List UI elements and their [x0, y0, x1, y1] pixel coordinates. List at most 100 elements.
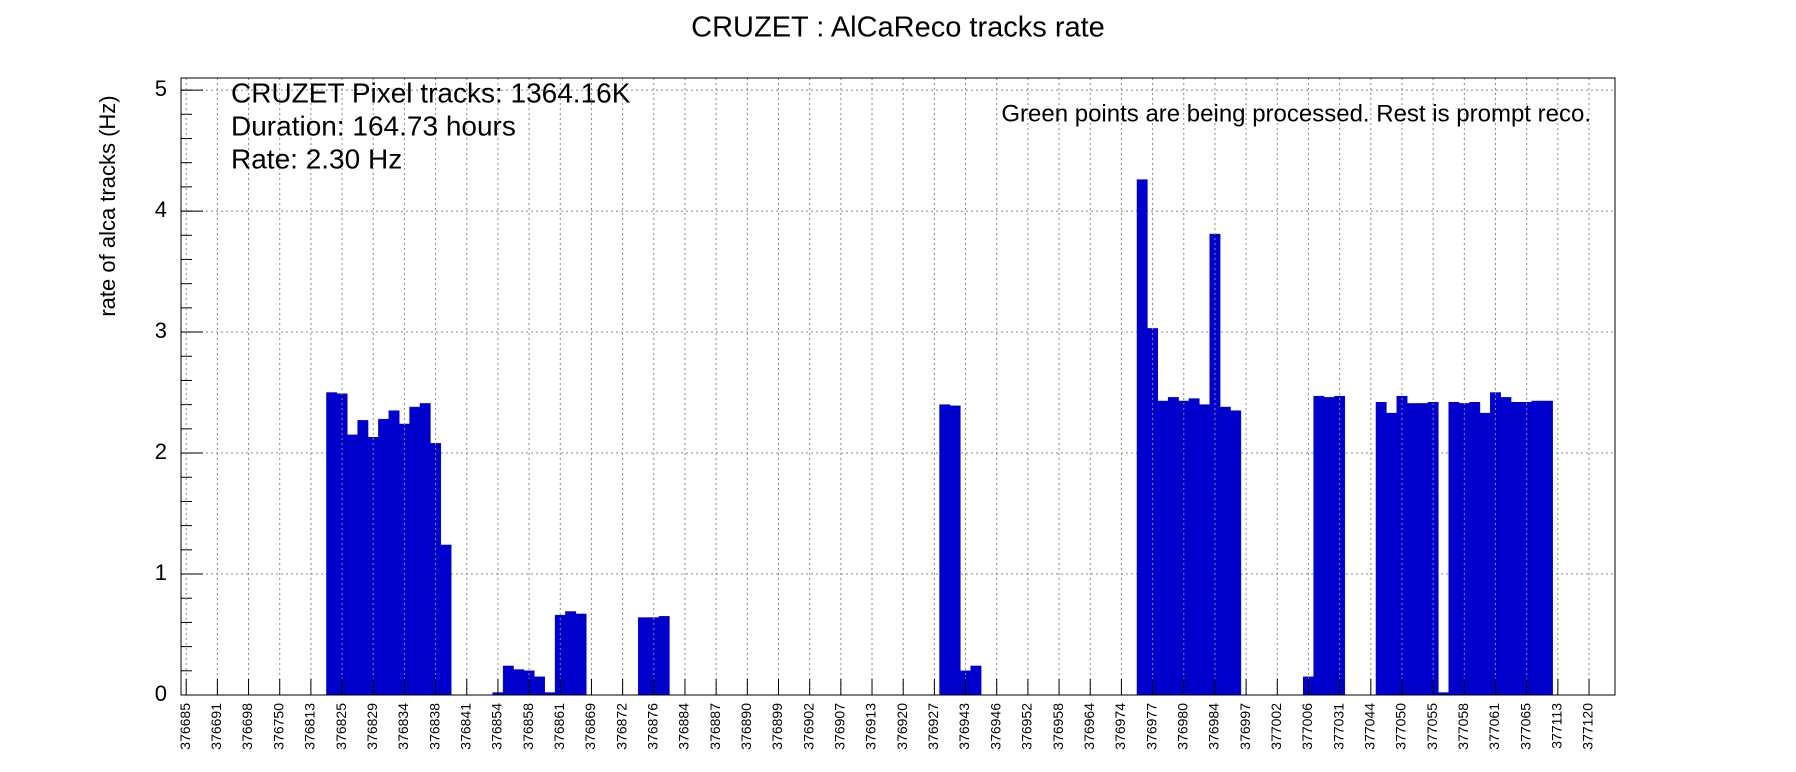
bar [419, 403, 431, 696]
x-tick-label: 376838 [426, 703, 442, 750]
bar [637, 617, 649, 696]
x-tick-label: 376943 [956, 703, 972, 750]
x-tick-label: 377120 [1580, 703, 1596, 750]
x-tick-label: 376884 [676, 703, 692, 750]
x-tick-label: 377050 [1393, 703, 1409, 750]
bar [1469, 401, 1481, 696]
x-tick-label: 376825 [333, 703, 349, 750]
bar [1396, 395, 1408, 696]
x-tick-label: 376946 [987, 703, 1003, 750]
x-tick-label: 376841 [457, 703, 473, 750]
bar [378, 418, 390, 696]
x-tick-label: 377031 [1330, 703, 1346, 750]
bar [1417, 403, 1429, 696]
y-tick-label: 4 [155, 197, 167, 222]
x-tick-label: 377058 [1455, 703, 1471, 750]
x-tick-label: 376927 [925, 703, 941, 750]
bar [1219, 406, 1231, 696]
x-tick-label: 377065 [1517, 703, 1533, 750]
x-tick-label: 376854 [489, 703, 505, 750]
bar [1334, 395, 1346, 696]
note-text: Green points are being processed. Rest i… [1001, 100, 1591, 127]
bar [1136, 179, 1148, 696]
bar [367, 437, 379, 696]
bar [970, 665, 982, 696]
x-tick-label: 376958 [1050, 703, 1066, 750]
x-tick-label: 376952 [1019, 703, 1035, 750]
bar [1531, 400, 1543, 696]
x-tick-label: 376980 [1174, 703, 1190, 750]
bar [565, 611, 577, 696]
chart-title: CRUZET : AlCaReco tracks rate [691, 12, 1105, 44]
bar [1199, 404, 1210, 696]
x-tick-label: 376984 [1206, 703, 1222, 750]
x-tick-label: 376902 [800, 703, 816, 750]
bar [347, 434, 358, 696]
stats-text: Rate: 2.30 Hz [231, 143, 402, 174]
bar [534, 676, 545, 696]
y-axis-label: rate of alca tracks (Hz) [95, 95, 120, 316]
y-tick-label: 1 [155, 560, 167, 585]
x-tick-label: 376899 [769, 703, 785, 750]
bar [409, 406, 421, 696]
x-tick-label: 376887 [707, 703, 723, 750]
x-tick-label: 376813 [302, 703, 318, 750]
x-tick-label: 376858 [520, 703, 536, 750]
y-tick-label: 0 [155, 681, 167, 706]
bar [1157, 400, 1169, 696]
x-tick-label: 376974 [1112, 703, 1128, 750]
x-tick-label: 377061 [1486, 703, 1502, 750]
bar [326, 392, 338, 696]
bar [440, 544, 452, 696]
bar [1188, 398, 1200, 696]
bar [1167, 397, 1179, 696]
x-tick-label: 376872 [613, 703, 629, 750]
x-tick-label: 376869 [582, 703, 598, 750]
bar [1406, 403, 1418, 696]
bar [1500, 397, 1512, 696]
bar [388, 410, 400, 696]
bar [357, 420, 369, 696]
bar [658, 616, 670, 696]
x-tick-label: 376834 [395, 703, 411, 750]
bar [1479, 412, 1491, 696]
x-tick-label: 376691 [208, 703, 224, 750]
bar [1510, 401, 1522, 696]
x-tick-label: 377055 [1424, 703, 1440, 750]
x-tick-label: 376907 [832, 703, 848, 750]
x-tick-label: 376829 [364, 703, 380, 750]
y-tick-label: 2 [155, 439, 167, 464]
x-tick-label: 376977 [1143, 703, 1159, 750]
x-tick-label: 377113 [1549, 703, 1565, 749]
bar [1386, 412, 1398, 696]
x-tick-label: 377002 [1268, 703, 1284, 750]
bar [1542, 400, 1553, 696]
x-tick-label: 376698 [239, 703, 255, 750]
y-tick-label: 3 [155, 318, 167, 343]
stats-text: Duration: 164.73 hours [231, 110, 516, 141]
bar [502, 665, 514, 696]
x-tick-label: 376876 [645, 703, 661, 750]
bar [1230, 410, 1242, 696]
bar [513, 669, 525, 696]
x-tick-label: 377044 [1362, 703, 1378, 750]
x-tick-label: 376964 [1081, 703, 1097, 750]
x-tick-label: 376750 [270, 703, 286, 750]
bar [939, 404, 951, 696]
stats-text: CRUZET Pixel tracks: 1364.16K [231, 77, 631, 108]
y-tick-label: 5 [155, 76, 167, 101]
x-tick-label: 376920 [894, 703, 910, 750]
x-tick-label: 376997 [1237, 703, 1253, 750]
x-tick-label: 376890 [738, 703, 754, 750]
x-tick-label: 376861 [551, 703, 567, 750]
bar [1313, 395, 1325, 696]
x-tick-label: 376685 [177, 703, 193, 750]
bar [1375, 401, 1387, 696]
bar [1323, 397, 1335, 696]
bar [575, 613, 587, 696]
x-tick-label: 377006 [1299, 703, 1315, 750]
bar [949, 405, 961, 696]
plot-frame [180, 77, 1616, 696]
x-tick-label: 376913 [863, 703, 879, 750]
